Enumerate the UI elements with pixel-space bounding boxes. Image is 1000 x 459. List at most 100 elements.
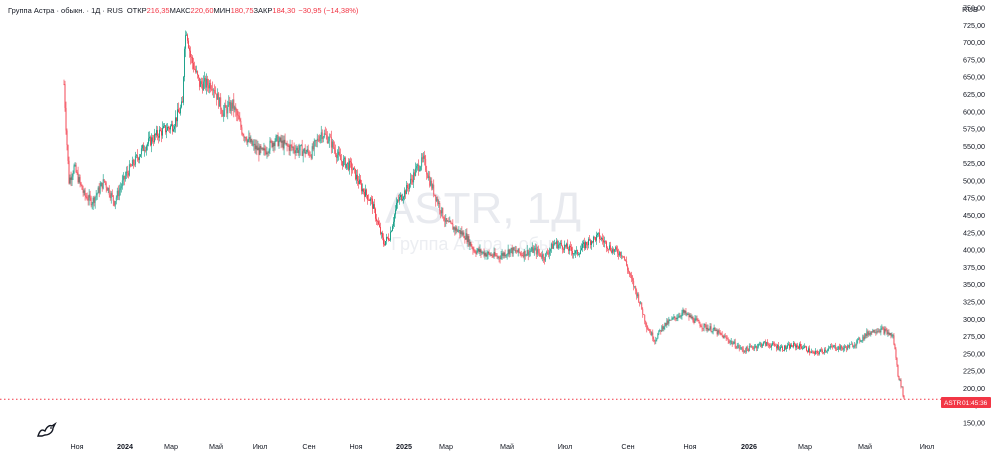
candle-body bbox=[689, 315, 691, 318]
candle-body bbox=[852, 344, 854, 348]
candle-body bbox=[451, 222, 453, 225]
candle-body bbox=[397, 200, 398, 203]
candle-body bbox=[374, 204, 375, 209]
candle-body bbox=[202, 84, 204, 91]
candle-body bbox=[252, 144, 254, 146]
candle-body bbox=[621, 255, 623, 257]
candle-body bbox=[411, 178, 413, 180]
candle-body bbox=[566, 243, 568, 249]
candle-body bbox=[511, 247, 513, 254]
candle-body bbox=[878, 330, 880, 332]
candle-body bbox=[418, 164, 420, 171]
candle-body bbox=[574, 253, 575, 255]
candle-body bbox=[799, 344, 800, 349]
candle-body bbox=[325, 134, 327, 136]
candle-body bbox=[450, 221, 452, 223]
candle-body bbox=[138, 156, 140, 160]
candle-body bbox=[70, 177, 72, 180]
y-tick-label: 700,00 bbox=[963, 38, 985, 47]
candle-body bbox=[720, 332, 722, 335]
candle-body bbox=[811, 351, 812, 353]
candle-body bbox=[901, 386, 903, 388]
candle-body bbox=[824, 349, 826, 353]
candle-body bbox=[513, 247, 515, 251]
candle-body bbox=[518, 248, 520, 253]
candle-body bbox=[646, 324, 648, 329]
candle-body bbox=[546, 252, 548, 254]
candle-body bbox=[556, 241, 558, 249]
candle-body bbox=[672, 317, 674, 319]
candle-body bbox=[721, 334, 723, 336]
candle-body bbox=[659, 330, 661, 331]
candle-body bbox=[354, 168, 356, 180]
candle-body bbox=[553, 243, 555, 245]
candle-body bbox=[877, 331, 879, 332]
candle-body bbox=[269, 140, 271, 151]
candle-body bbox=[537, 249, 539, 253]
candle-body bbox=[182, 101, 183, 103]
candle-body bbox=[176, 117, 177, 122]
candle-body bbox=[470, 241, 472, 247]
y-tick-label: 500,00 bbox=[963, 176, 985, 185]
candle-body bbox=[708, 328, 710, 331]
candle-body bbox=[432, 184, 434, 189]
watermark-name: Группа Астра · обыкн. bbox=[391, 234, 574, 254]
candle-body bbox=[90, 197, 92, 206]
candle-body bbox=[425, 159, 427, 171]
x-tick-label: Май bbox=[858, 442, 872, 451]
candle-body bbox=[97, 187, 99, 194]
candle-body bbox=[250, 139, 252, 143]
candle-body bbox=[445, 218, 447, 222]
y-tick-label: 200,00 bbox=[963, 384, 985, 393]
candle-body bbox=[854, 344, 856, 347]
candle-body bbox=[345, 163, 347, 168]
candle-body bbox=[593, 236, 594, 243]
candle-body bbox=[171, 124, 172, 126]
candle-body bbox=[624, 256, 626, 260]
candle-body bbox=[64, 84, 66, 108]
candle-body bbox=[466, 233, 468, 242]
candle-body bbox=[155, 133, 156, 136]
candle-body bbox=[588, 239, 589, 246]
candle-body bbox=[143, 150, 145, 152]
price-axis[interactable]: 750,00 725,00 700,00 675,00 650,00 625,00 600,… bbox=[963, 4, 985, 428]
candle-body bbox=[494, 252, 496, 256]
candle-body bbox=[535, 247, 537, 255]
candle-body bbox=[366, 189, 367, 196]
candle-body bbox=[203, 81, 205, 91]
candle-body bbox=[410, 178, 412, 184]
currency-label[interactable]: RUB bbox=[962, 5, 978, 14]
candle-body bbox=[368, 199, 369, 201]
candle-body bbox=[401, 195, 403, 201]
candle-body bbox=[331, 141, 333, 148]
candle-body bbox=[487, 251, 489, 255]
tradingview-logo-icon[interactable] bbox=[36, 422, 58, 438]
x-tick-label: Сен bbox=[621, 442, 634, 451]
candle-body bbox=[355, 174, 357, 180]
candle-body bbox=[743, 351, 745, 352]
candle-body bbox=[169, 128, 170, 130]
time-axis[interactable]: Ноя 2024 Мар Май Июл Сен Ноя 2025 Мар Май Июл Сен Но… bbox=[70, 442, 934, 451]
candle-body bbox=[512, 247, 514, 254]
candle-body bbox=[668, 320, 670, 324]
candle-body bbox=[279, 137, 281, 141]
candle-body bbox=[710, 326, 712, 332]
candle-body bbox=[501, 253, 503, 256]
candle-body bbox=[263, 148, 265, 151]
candle-body bbox=[460, 231, 462, 235]
candle-body bbox=[794, 343, 795, 345]
candle-body bbox=[400, 195, 402, 198]
candle-body bbox=[165, 125, 166, 133]
candle-body bbox=[206, 78, 208, 88]
candle-body bbox=[760, 343, 762, 347]
candle-body bbox=[471, 246, 473, 248]
close-value: 184,30 bbox=[272, 5, 296, 15]
candle-body bbox=[865, 333, 867, 336]
symbol-label[interactable]: Группа Астра · обыкн. · 1Д · RUS bbox=[8, 5, 123, 15]
candle-body bbox=[381, 232, 382, 234]
candle-body bbox=[663, 327, 665, 330]
candle-body bbox=[816, 350, 817, 352]
candle-body bbox=[303, 148, 305, 152]
candle-body bbox=[579, 253, 580, 255]
